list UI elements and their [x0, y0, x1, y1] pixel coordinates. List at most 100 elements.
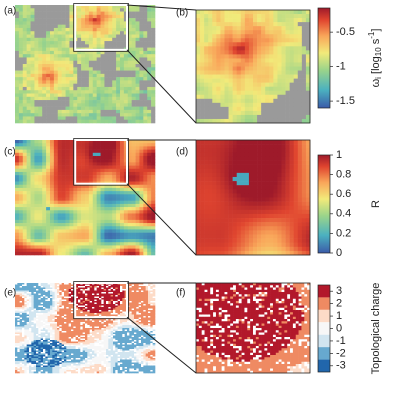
- pixel: [73, 197, 78, 201]
- pixel: [26, 207, 31, 211]
- pixel: [277, 176, 282, 182]
- pixel: [22, 308, 25, 311]
- pixel: [38, 67, 43, 71]
- pixel: [143, 96, 148, 101]
- pixel: [293, 98, 299, 104]
- pixel: [30, 155, 35, 160]
- pixel: [120, 155, 125, 160]
- pixel: [57, 44, 62, 48]
- pixel: [36, 367, 39, 369]
- pixel: [135, 239, 140, 243]
- pixel: [120, 57, 125, 62]
- pixel: [123, 93, 129, 98]
- pixel: [38, 232, 43, 237]
- pixel: [22, 86, 27, 91]
- pixel: [46, 232, 51, 237]
- pixel: [42, 207, 47, 211]
- pixel: [116, 191, 121, 195]
- pixel: [216, 193, 221, 198]
- pixel: [240, 30, 246, 35]
- pixel: [305, 205, 311, 211]
- pixel: [143, 100, 148, 104]
- pixel: [131, 171, 136, 176]
- pixel: [81, 41, 86, 45]
- pixel: [45, 283, 48, 285]
- pixel: [151, 248, 156, 253]
- pixel: [19, 308, 23, 311]
- pixel: [22, 290, 25, 293]
- pixel: [45, 289, 48, 291]
- pixel: [248, 10, 254, 15]
- pixel: [17, 359, 20, 362]
- pixel: [196, 213, 201, 219]
- pixel: [151, 90, 156, 94]
- pixel: [212, 164, 217, 170]
- pixel: [19, 352, 23, 354]
- pixel: [135, 24, 140, 29]
- pixel: [38, 334, 41, 336]
- pixel: [26, 289, 30, 291]
- pixel: [281, 58, 286, 63]
- pixel: [305, 148, 311, 153]
- pixel: [143, 203, 148, 208]
- pixel: [108, 100, 113, 104]
- pixel: [236, 22, 242, 27]
- pixel: [34, 21, 39, 25]
- pixel: [143, 86, 148, 91]
- pixel: [305, 238, 311, 243]
- pixel: [244, 250, 250, 256]
- pixel: [65, 200, 70, 205]
- pixel: [120, 119, 125, 124]
- pixel: [216, 66, 221, 71]
- pixel: [135, 168, 140, 173]
- pixel: [15, 286, 18, 288]
- pixel: [45, 293, 48, 296]
- pixel: [265, 164, 270, 170]
- pixel: [131, 235, 136, 240]
- pixel: [45, 344, 48, 347]
- pixel: [135, 152, 140, 157]
- pixel: [112, 73, 117, 78]
- pixel: [253, 18, 258, 23]
- pixel: [33, 359, 37, 362]
- pixel: [240, 181, 246, 186]
- pixel: [53, 184, 59, 189]
- pixel: [38, 313, 41, 315]
- pixel: [277, 110, 282, 116]
- pixel: [69, 106, 74, 111]
- pixel: [81, 210, 86, 214]
- pixel: [273, 189, 278, 194]
- pixel: [200, 164, 205, 170]
- pixel: [38, 203, 43, 208]
- pixel: [208, 14, 213, 19]
- pixel: [285, 10, 290, 15]
- pixel: [96, 143, 101, 147]
- pixel: [31, 338, 34, 341]
- pixel: [31, 341, 34, 344]
- pixel: [257, 226, 262, 231]
- pixel: [216, 118, 221, 124]
- pixel: [34, 194, 39, 198]
- pixel: [73, 83, 78, 88]
- pixel: [277, 26, 282, 31]
- pixel: [22, 284, 25, 287]
- pixel: [139, 73, 144, 78]
- pixel: [100, 60, 105, 65]
- pixel: [120, 184, 125, 189]
- pixel: [253, 118, 258, 124]
- pixel: [277, 58, 282, 63]
- pixel: [53, 194, 59, 198]
- pixel: [92, 60, 97, 65]
- pixel: [30, 168, 35, 173]
- pixel: [26, 326, 30, 329]
- pixel: [120, 14, 125, 19]
- pixel: [131, 100, 136, 104]
- pixel: [200, 78, 205, 83]
- pixel: [123, 77, 129, 81]
- pixel: [42, 184, 47, 189]
- pixel: [50, 242, 55, 246]
- pixel: [289, 66, 295, 71]
- pixel: [40, 370, 44, 372]
- pixel: [257, 209, 262, 215]
- pixel: [273, 246, 278, 252]
